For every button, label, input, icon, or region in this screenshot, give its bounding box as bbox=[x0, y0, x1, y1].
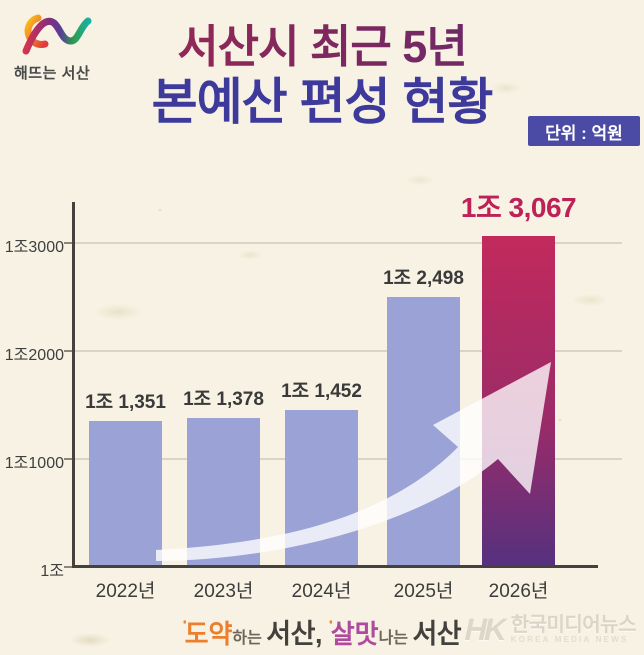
slogan-main-2: 서산 bbox=[412, 619, 462, 649]
bar-value-2024년: 1조 1,452 bbox=[281, 381, 362, 402]
bar-value-2022년: 1조 1,351 bbox=[85, 392, 166, 413]
title-block: 서산시 최근 5년 본예산 편성 현황 bbox=[0, 21, 644, 131]
bar-value-2025년: 1조 2,498 bbox=[383, 268, 464, 289]
title-line-1: 서산시 최근 5년 bbox=[0, 21, 644, 72]
y-tick-label-10000: 1조 bbox=[40, 563, 64, 580]
hk-monogram-icon: HK bbox=[461, 612, 508, 647]
slogan-small-2: 나는 bbox=[378, 630, 413, 647]
bar-2022년 bbox=[89, 421, 162, 567]
seosan-city-logo: 해뜨는 서산 bbox=[14, 10, 114, 83]
slogan-comma: , bbox=[314, 619, 330, 649]
slogan-main-1: 서산 bbox=[266, 619, 315, 649]
bar-2023년 bbox=[187, 418, 260, 567]
bar-2025년 bbox=[387, 297, 460, 567]
press-name-english: KOREA MEDIA NEWS bbox=[510, 635, 629, 645]
press-watermark: HK 한국미디어뉴스 KOREA MEDIA NEWS bbox=[461, 612, 637, 648]
x-tick-label-2024년: 2024년 bbox=[291, 581, 352, 602]
y-tick-label-11000: 1조1000 bbox=[4, 455, 64, 472]
bar-2026년 bbox=[482, 236, 555, 567]
press-name-korean: 한국미디어뉴스 bbox=[510, 614, 637, 637]
y-tick-label-12000: 1조2000 bbox=[4, 347, 64, 364]
bar-value-2026년: 1조 3,067 bbox=[460, 192, 577, 223]
slogan-accent-2: 살맛 bbox=[330, 619, 379, 649]
y-axis-line bbox=[72, 202, 75, 568]
y-tick-label-13000: 1조3000 bbox=[4, 239, 64, 256]
x-tick-label-2026년: 2026년 bbox=[488, 581, 549, 602]
x-axis-line bbox=[72, 565, 598, 568]
seosan-logo-icon bbox=[22, 14, 92, 55]
slogan-small-1: 하는 bbox=[232, 630, 267, 647]
x-tick-label-2025년: 2025년 bbox=[393, 581, 454, 602]
slogan-accent-1: 도약 bbox=[184, 619, 233, 649]
unit-badge: 단위 : 억원 bbox=[528, 116, 640, 146]
title-line-2: 본예산 편성 현황 bbox=[151, 74, 494, 131]
city-slogan: ''도약하는 서산, ''살맛나는 서산 bbox=[183, 612, 462, 651]
x-tick-label-2023년: 2023년 bbox=[193, 581, 254, 602]
bar-value-2023년: 1조 1,378 bbox=[183, 389, 264, 410]
logo-caption: 해뜨는 서산 bbox=[14, 65, 91, 82]
x-tick-label-2022년: 2022년 bbox=[95, 581, 156, 602]
bar-2024년 bbox=[285, 410, 358, 567]
